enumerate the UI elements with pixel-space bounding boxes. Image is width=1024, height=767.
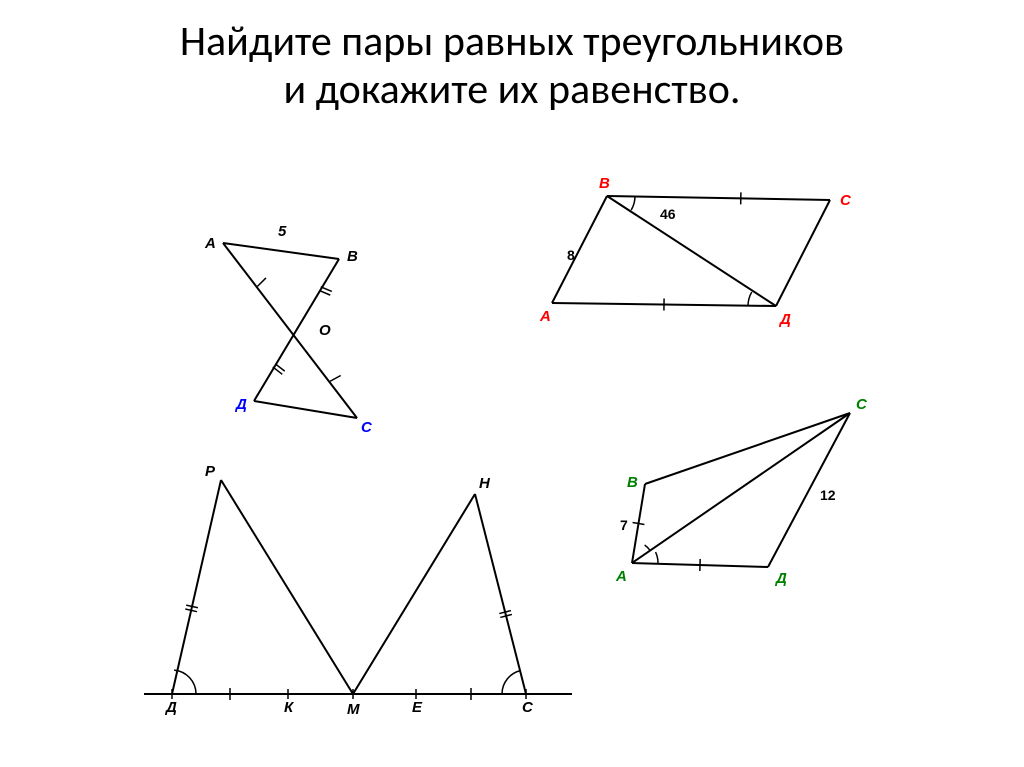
svg-text:А: А — [204, 235, 216, 252]
svg-text:Д: Д — [234, 396, 247, 413]
svg-text:В: В — [599, 175, 610, 192]
svg-text:Д: Д — [164, 699, 177, 716]
svg-text:7: 7 — [620, 517, 628, 533]
svg-text:А: А — [539, 308, 551, 325]
svg-text:С: С — [522, 699, 534, 716]
svg-text:8: 8 — [567, 247, 575, 263]
svg-text:О: О — [319, 322, 331, 339]
svg-text:Р: Р — [205, 463, 216, 480]
svg-text:В: В — [347, 248, 358, 265]
svg-text:5: 5 — [278, 223, 287, 240]
svg-text:С: С — [840, 192, 852, 209]
svg-text:Д: Д — [774, 570, 787, 587]
svg-text:46: 46 — [660, 206, 676, 222]
svg-text:Д: Д — [778, 311, 791, 328]
svg-text:С: С — [361, 419, 373, 436]
svg-text:К: К — [284, 699, 295, 716]
svg-text:М: М — [347, 701, 360, 718]
svg-text:Н: Н — [479, 475, 491, 492]
svg-text:12: 12 — [820, 487, 836, 503]
svg-text:В: В — [627, 474, 638, 491]
svg-text:С: С — [856, 396, 868, 413]
svg-text:Е: Е — [412, 699, 423, 716]
diagram-canvas: А В О Д С 5 В С А Д 46 8 В С Д А 7 12 Д К М Е С Р Н — [0, 0, 1024, 767]
svg-text:А: А — [615, 568, 627, 585]
